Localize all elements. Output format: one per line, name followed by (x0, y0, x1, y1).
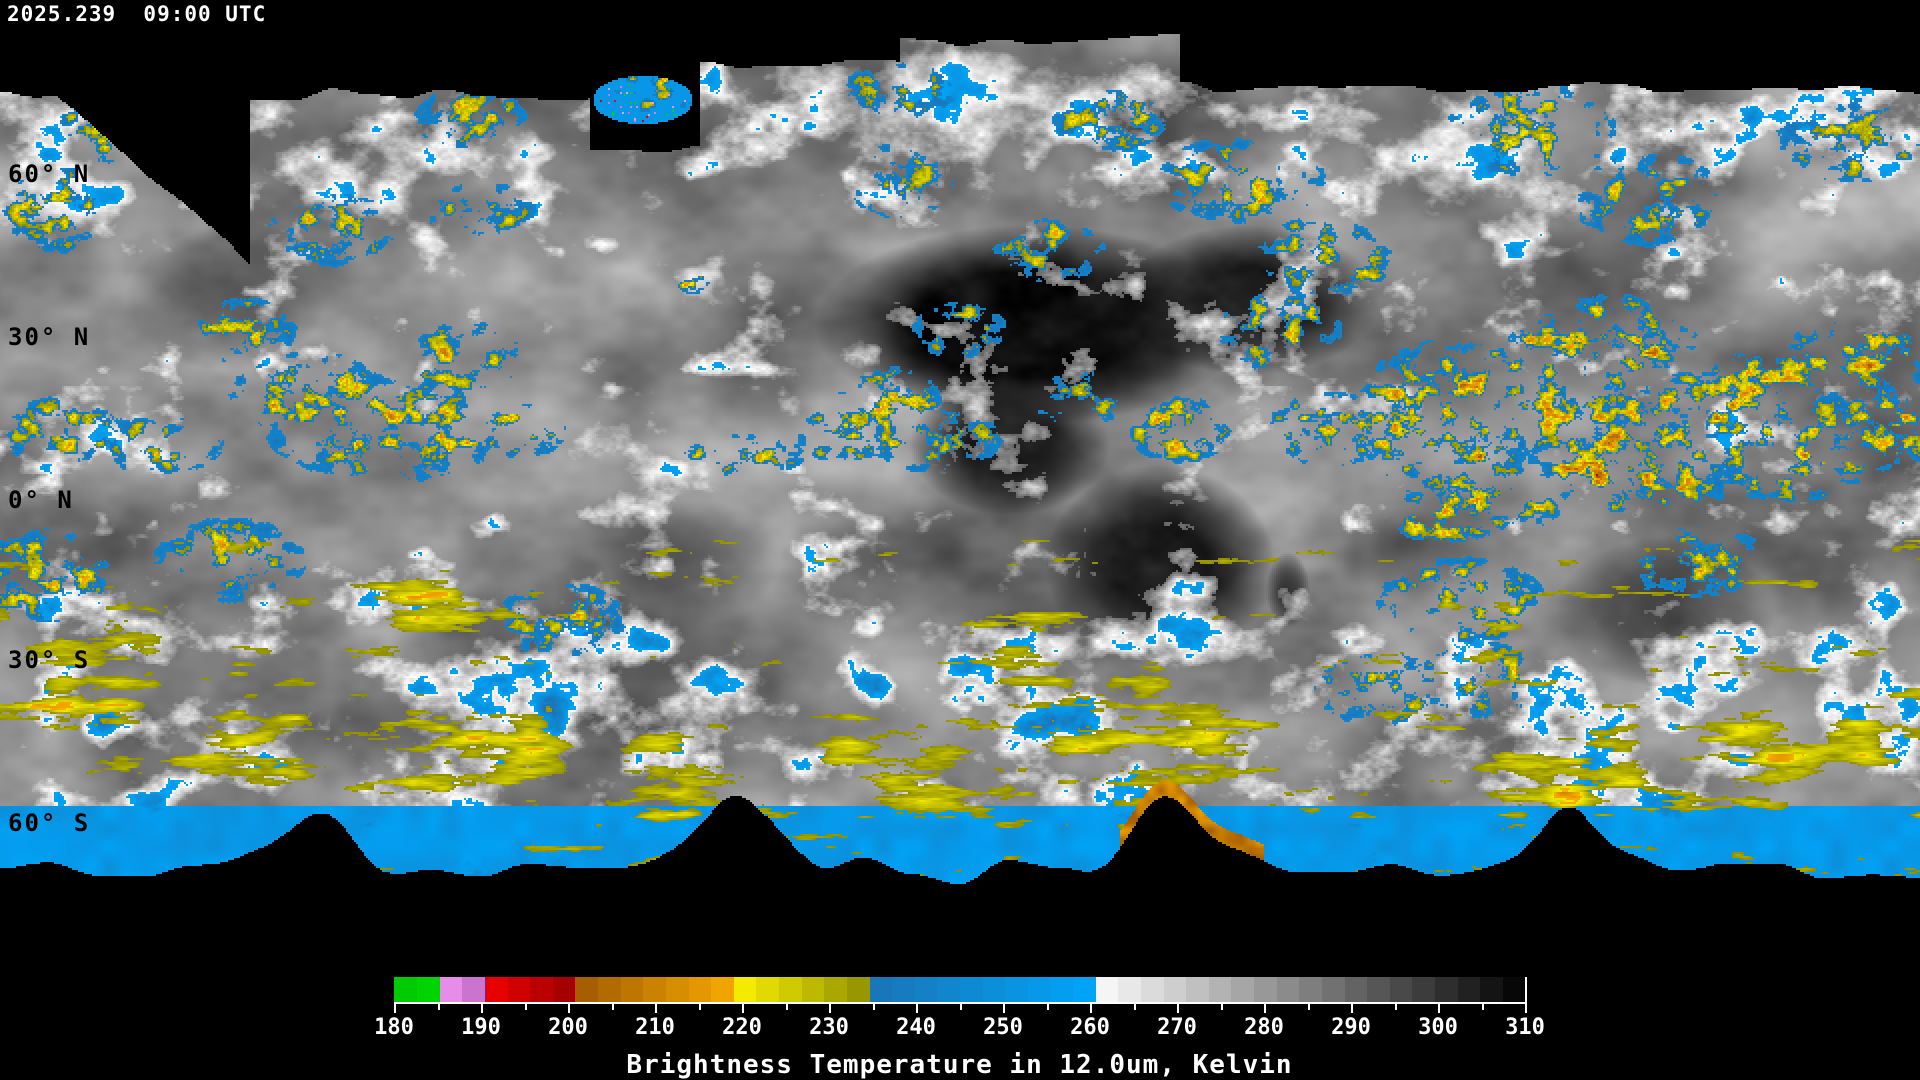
colorbar-major-tick (1525, 1004, 1527, 1013)
colorbar-major-tick (916, 1004, 918, 1013)
colorbar-major-tick (481, 1004, 483, 1013)
colorbar-minor-tick (1047, 1004, 1049, 1010)
colorbar-tick-label: 280 (1244, 1015, 1284, 1040)
colorbar-minor-tick (612, 1004, 614, 1010)
colorbar-tick-label: 310 (1505, 1015, 1545, 1040)
colorbar-gradient (394, 977, 1527, 1004)
colorbar-tick-label: 290 (1331, 1015, 1371, 1040)
colorbar-tick-label: 220 (722, 1015, 762, 1040)
latitude-label: 0° N (8, 486, 74, 514)
colorbar-minor-tick (438, 1004, 440, 1010)
timestamp: 2025.239 09:00 UTC (7, 2, 267, 26)
colorbar-major-tick (1177, 1004, 1179, 1013)
colorbar-minor-tick (873, 1004, 875, 1010)
colorbar-tick-label: 300 (1418, 1015, 1458, 1040)
colorbar-minor-tick (1482, 1004, 1484, 1010)
colorbar-tick-label: 190 (461, 1015, 501, 1040)
colorbar-caption: Brightness Temperature in 12.0um, Kelvin (626, 1050, 1293, 1080)
colorbar-tick-label: 180 (374, 1015, 414, 1040)
colorbar-minor-tick (786, 1004, 788, 1010)
colorbar-tick-label: 260 (1070, 1015, 1110, 1040)
latitude-label: 30° N (8, 323, 91, 351)
latitude-label: 60° S (8, 809, 91, 837)
global-ir-map (0, 0, 1920, 964)
colorbar-tick-label: 210 (635, 1015, 675, 1040)
colorbar-major-tick (1003, 1004, 1005, 1013)
colorbar-minor-tick (1221, 1004, 1223, 1010)
latitude-label: 60° N (8, 160, 91, 188)
colorbar-minor-tick (525, 1004, 527, 1010)
colorbar-major-tick (568, 1004, 570, 1013)
latitude-label: 30° S (8, 646, 91, 674)
colorbar-minor-tick (699, 1004, 701, 1010)
colorbar-minor-tick (1395, 1004, 1397, 1010)
colorbar-major-tick (1438, 1004, 1440, 1013)
colorbar-major-tick (1090, 1004, 1092, 1013)
colorbar-major-tick (742, 1004, 744, 1013)
colorbar-tick-label: 270 (1157, 1015, 1197, 1040)
colorbar-minor-tick (960, 1004, 962, 1010)
colorbar-minor-tick (1134, 1004, 1136, 1010)
colorbar-major-tick (1351, 1004, 1353, 1013)
colorbar-tick-label: 230 (809, 1015, 849, 1040)
colorbar-tick-label: 250 (983, 1015, 1023, 1040)
colorbar-major-tick (655, 1004, 657, 1013)
colorbar-major-tick (829, 1004, 831, 1013)
colorbar-tick-label: 240 (896, 1015, 936, 1040)
colorbar-tick-label: 200 (548, 1015, 588, 1040)
colorbar-major-tick (1264, 1004, 1266, 1013)
colorbar-minor-tick (1308, 1004, 1310, 1010)
colorbar-major-tick (394, 1004, 396, 1013)
